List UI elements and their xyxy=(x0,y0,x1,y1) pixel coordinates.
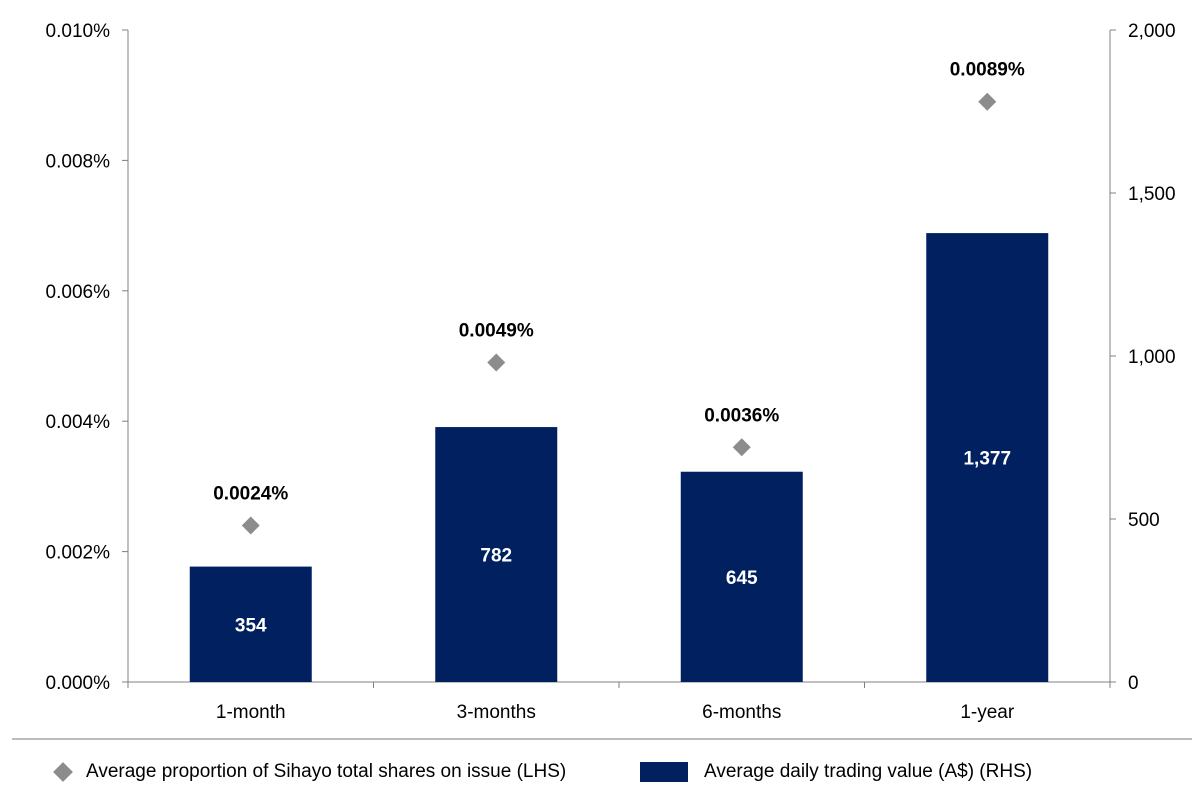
legend-box-icon xyxy=(640,762,688,782)
bar xyxy=(926,233,1049,682)
diamond-point xyxy=(732,438,751,457)
bar xyxy=(680,471,803,682)
point-value-label: 0.0089% xyxy=(950,60,1025,81)
legend-item-share-proportion: Average proportion of Sihayo total share… xyxy=(52,752,566,792)
right-tick-label: 1,500 xyxy=(1128,184,1176,205)
left-tick-label: 0.006% xyxy=(46,282,111,303)
bar-value-label: 782 xyxy=(480,546,512,567)
x-tick-label: 3-months xyxy=(457,702,536,723)
bar-value-label: 354 xyxy=(235,615,267,636)
point-value-label: 0.0024% xyxy=(213,484,288,505)
legend-label-share-proportion: Average proportion of Sihayo total share… xyxy=(86,761,567,782)
diamond-point xyxy=(241,516,260,535)
legend-label-trading-value: Average daily trading value (A$) (RHS) xyxy=(704,761,1033,782)
x-tick-label: 1-month xyxy=(216,702,286,723)
left-tick-label: 0.004% xyxy=(46,412,111,433)
legend-diamond-icon xyxy=(53,762,73,782)
bar xyxy=(435,427,558,682)
right-tick-label: 2,000 xyxy=(1128,21,1176,42)
point-value-label: 0.0036% xyxy=(704,405,779,426)
left-tick-label: 0.002% xyxy=(46,543,111,564)
chart: 0.000% 0.002% 0.004% 0.006% 0.008% 0.010% 0 500… xyxy=(12,21,1192,740)
left-tick-label: 0.010% xyxy=(46,21,111,42)
legend: Average proportion of Sihayo total share… xyxy=(0,752,1192,792)
right-tick-label: 0 xyxy=(1128,673,1139,694)
point-value-label: 0.0049% xyxy=(459,321,534,342)
left-tick-label: 0.008% xyxy=(46,151,111,172)
bar xyxy=(189,566,312,682)
diamond-point xyxy=(487,353,506,372)
right-tick-label: 500 xyxy=(1128,510,1160,531)
left-tick-label: 0.000% xyxy=(46,673,111,694)
diamond-point xyxy=(978,92,997,111)
x-tick-label: 1-year xyxy=(960,702,1015,723)
bar-value-label: 1,377 xyxy=(963,449,1011,470)
legend-item-trading-value: Average daily trading value (A$) (RHS) xyxy=(640,752,1032,792)
bar-value-label: 645 xyxy=(726,568,758,589)
x-tick-label: 6-months xyxy=(702,702,781,723)
right-tick-label: 1,000 xyxy=(1128,347,1176,368)
